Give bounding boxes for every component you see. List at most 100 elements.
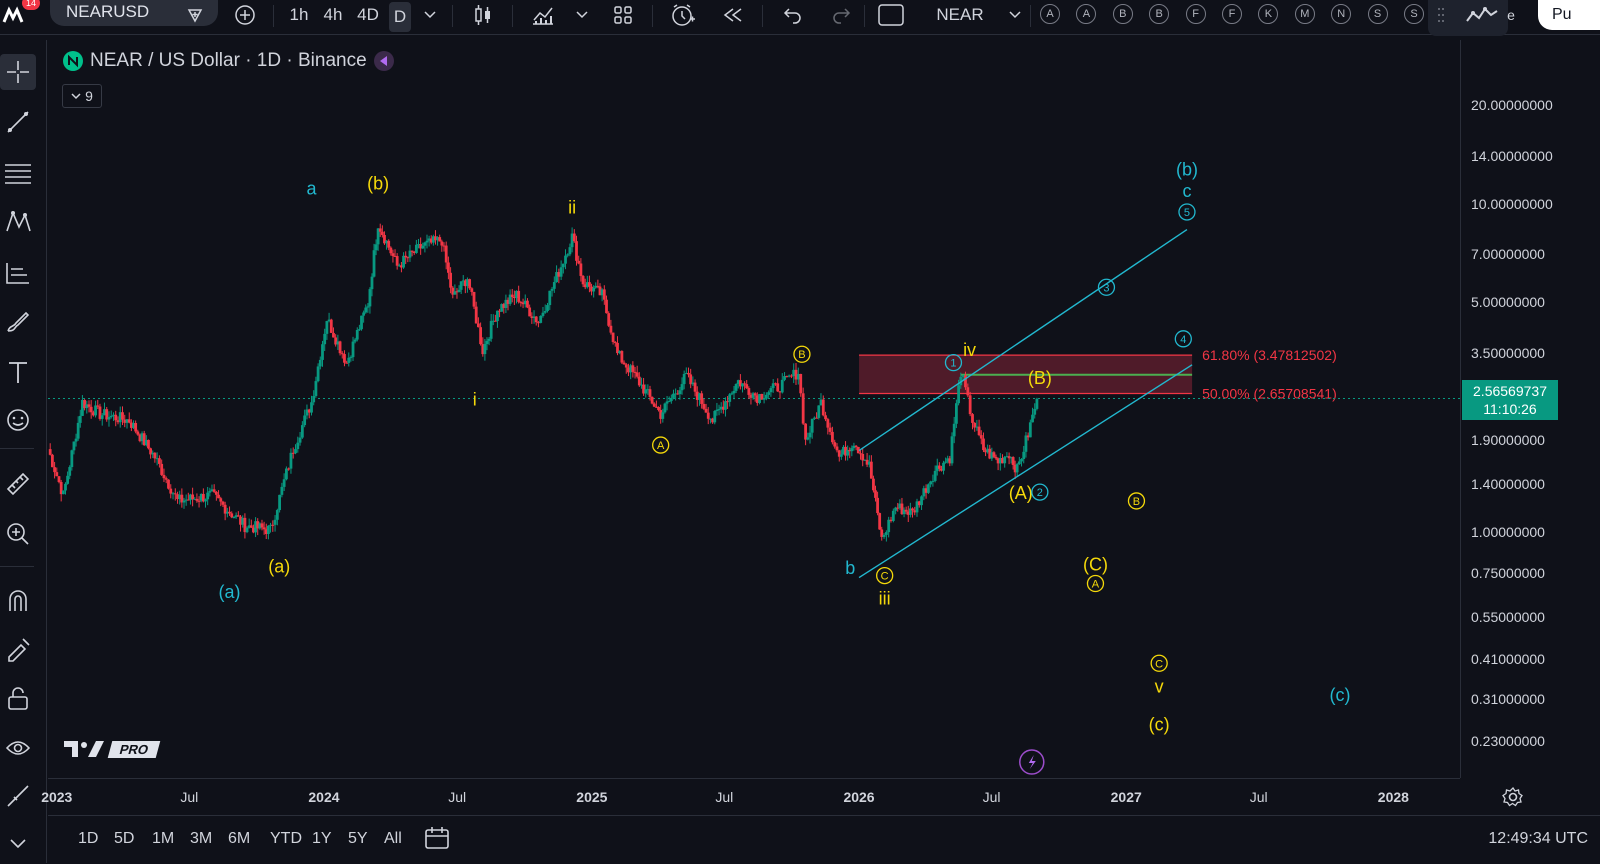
candle-body (406, 257, 410, 259)
alert-marker-b[interactable]: B (1112, 4, 1133, 24)
interval-dropdown-chevron-icon[interactable] (420, 0, 440, 30)
collapse-toolbar-chevron-icon[interactable] (0, 826, 36, 862)
fullscreen-square-icon[interactable] (876, 0, 906, 30)
candle-body (343, 354, 346, 363)
candle-body (85, 404, 89, 409)
candle-type-icon[interactable] (468, 0, 498, 30)
price-axis[interactable]: 20.00000000 14.00000000 10.00000000 7.00000… (1460, 40, 1600, 778)
alert-marker-s[interactable]: S (1404, 4, 1424, 24)
candle-body (572, 233, 576, 242)
interval-4h[interactable]: 4h (323, 5, 343, 24)
undo-icon[interactable] (778, 0, 808, 30)
stay-in-drawing-mode-icon[interactable] (0, 632, 36, 668)
indicators-chevron-icon[interactable] (572, 0, 592, 30)
range-1y[interactable]: 1Y (312, 830, 332, 847)
alert-marker-f[interactable]: F (1222, 4, 1242, 24)
compare-chevron-icon[interactable] (1005, 0, 1025, 30)
candle-body (577, 260, 581, 264)
candle-body (332, 332, 335, 338)
share-flag-icon[interactable] (373, 50, 395, 72)
app-logo-icon[interactable] (0, 0, 26, 30)
brush-tool-icon[interactable] (0, 304, 36, 340)
price-tick: 0.55000000 (1471, 608, 1545, 625)
compare-symbol-icon[interactable] (230, 0, 260, 30)
alert-marker-a[interactable]: A (1076, 4, 1097, 24)
range-5d[interactable]: 5D (114, 830, 135, 847)
chart-pane[interactable]: 61.80% (3.47812502) 50.00% (2.65708541) a (… (48, 40, 1460, 778)
lock-drawings-icon[interactable] (0, 680, 36, 716)
candle-body (258, 523, 262, 529)
alert-marker-a[interactable]: A (1040, 4, 1060, 24)
compare-symbol-label[interactable]: NEAR (936, 5, 984, 24)
utc-clock[interactable]: 12:49:34 UTC (1488, 830, 1588, 847)
time-axis[interactable]: 2023 Jul 2024 Jul 2025 Jul 2026 Jul 2027 Jul 2028 (41, 778, 1460, 815)
candle-body (913, 510, 917, 513)
range-6m[interactable]: 6M (228, 830, 251, 847)
ruler-tool-icon[interactable] (0, 466, 36, 502)
interval-4d[interactable]: 4D (357, 5, 379, 24)
top-toolbar: 14 NEARUSD 1h 4h 4D D NEAR (0, 0, 1600, 36)
trend-line-tool-icon[interactable] (0, 104, 36, 140)
candle-body (935, 465, 939, 471)
candle-body (483, 344, 487, 355)
crosshair-tool-icon[interactable] (0, 54, 36, 90)
zoom-in-tool-icon[interactable] (0, 516, 36, 552)
remove-drawings-icon[interactable] (0, 778, 36, 814)
calendar-icon[interactable] (424, 826, 450, 855)
magnet-tool-icon[interactable] (0, 582, 36, 618)
publish-button[interactable]: Pu (1538, 0, 1600, 30)
candle-body (669, 397, 673, 402)
candle-body (676, 393, 680, 395)
wave-label-circle (1097, 278, 1116, 296)
alert-marker-k[interactable]: K (1258, 4, 1279, 24)
candle-body (799, 373, 803, 394)
candle-body (264, 529, 268, 535)
legend-title[interactable]: NEAR / US Dollar · 1D · Binance (90, 50, 367, 71)
alert-marker-n[interactable]: N (1331, 4, 1352, 24)
candle-body (627, 367, 630, 373)
alert-marker-b[interactable]: B (1149, 4, 1170, 24)
redo-icon[interactable] (826, 0, 856, 30)
range-1m[interactable]: 1M (152, 830, 175, 847)
symbol-label[interactable]: NEARUSD (66, 2, 150, 21)
chart-settings-gear-icon[interactable] (1502, 786, 1524, 813)
alert-clock-icon[interactable] (668, 0, 698, 30)
price-chart[interactable]: 61.80% (3.47812502) 50.00% (2.65708541) a (… (48, 40, 1460, 778)
hide-drawings-eye-icon[interactable] (0, 730, 36, 766)
range-3m[interactable]: 3M (190, 830, 213, 847)
candle-body (1031, 414, 1034, 423)
drag-handle-icon[interactable] (1434, 0, 1448, 30)
range-1d[interactable]: 1D (78, 830, 99, 847)
candle-body (971, 414, 974, 423)
range-all[interactable]: All (384, 830, 402, 847)
alert-marker-s[interactable]: S (1367, 4, 1388, 24)
indicators-icon[interactable] (528, 0, 558, 30)
candle-body (519, 301, 523, 303)
prediction-tool-icon[interactable] (0, 254, 36, 290)
candle-body (523, 300, 527, 305)
candle-body (1015, 464, 1019, 473)
layout-grid-icon[interactable] (608, 0, 638, 30)
candle-body (442, 245, 446, 247)
interval-1h[interactable]: 1h (289, 5, 309, 24)
candle-body (184, 499, 188, 501)
candle-body (515, 290, 518, 299)
candle-body (594, 285, 598, 288)
text-tool-icon[interactable] (0, 354, 36, 390)
chart-templates-icon[interactable] (1462, 0, 1502, 30)
indicators-toggle[interactable]: 9 (62, 84, 102, 108)
range-5y[interactable]: 5Y (348, 830, 368, 847)
range-ytd[interactable]: YTD (270, 830, 302, 847)
candle-body (357, 329, 361, 331)
replay-icon[interactable] (718, 0, 748, 30)
alert-marker-f[interactable]: F (1185, 4, 1206, 24)
candle-body (929, 481, 933, 485)
pattern-tool-icon[interactable] (0, 204, 36, 240)
add-to-watchlist-icon[interactable] (180, 0, 210, 30)
interval-d[interactable]: D (389, 2, 411, 32)
alert-marker-m[interactable]: M (1294, 4, 1315, 24)
candle-body (682, 373, 686, 385)
emoji-tool-icon[interactable] (0, 402, 36, 438)
candle-body (821, 399, 825, 416)
fib-tool-icon[interactable] (0, 154, 36, 190)
